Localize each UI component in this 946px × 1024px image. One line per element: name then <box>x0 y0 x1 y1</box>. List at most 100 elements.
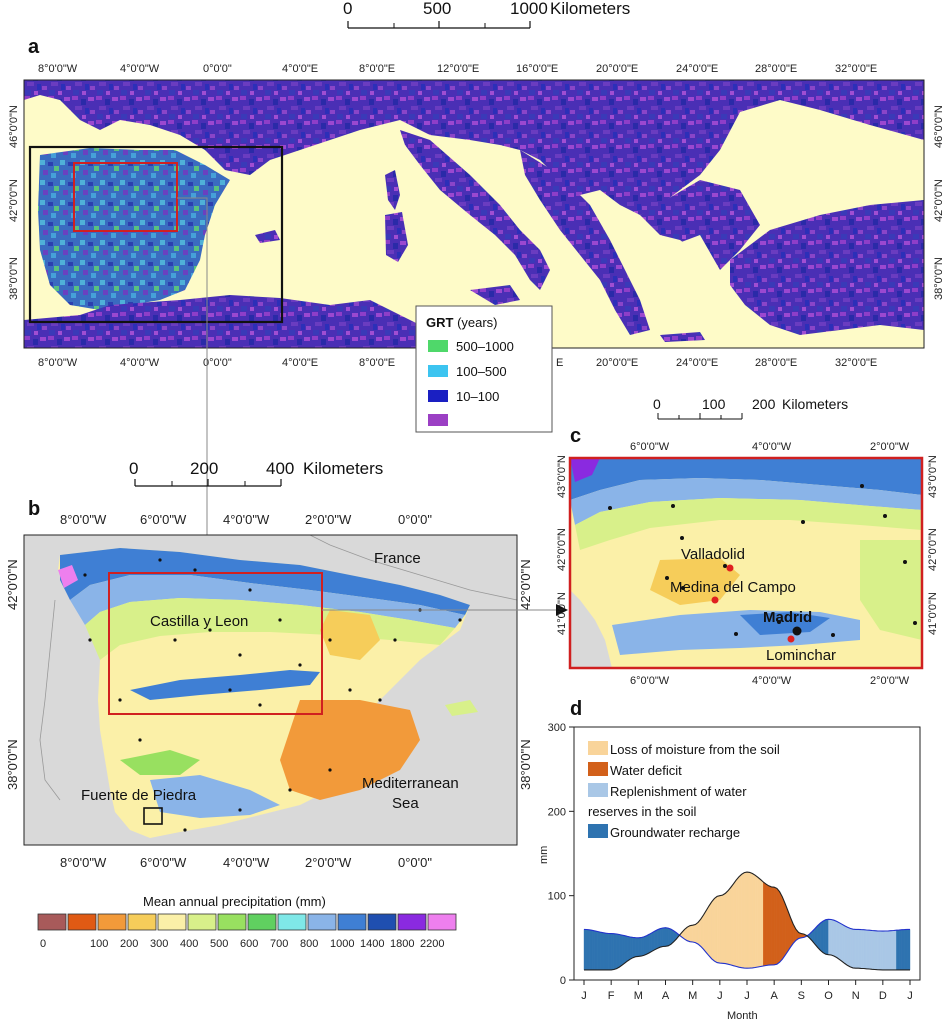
lat-label: 42°0'0"N <box>518 559 533 610</box>
lon-label: 28°0'0"E <box>755 63 797 75</box>
water-balance-area-slice <box>882 930 886 971</box>
panel-b-bottom-lon-labels: 8°0'0"W 6°0'0"W 4°0'0"W 2°0'0"W 0°0'0" <box>60 855 432 870</box>
lat-label: 46°0'0"N <box>8 105 20 148</box>
grt-label-10-100: 10–100 <box>456 389 499 404</box>
evapotranspiration-line <box>584 871 910 971</box>
france-border <box>309 535 517 601</box>
water-balance-area-slice <box>893 930 897 971</box>
water-balance-area-slice <box>744 871 748 969</box>
lat-label: 42°0'0"N <box>927 528 939 571</box>
legend-label-replenishment-1: Replenishment of water <box>610 784 747 799</box>
water-balance-area-slice <box>605 932 609 971</box>
label-fuente-de-piedra: Fuente de Piedra <box>81 787 197 804</box>
label-sea: Sea <box>392 795 419 812</box>
panel-a-bottom-lon-labels: 8°0'0"W 4°0'0"W 0°0'0" 4°0'0"E 8°0'0"E E… <box>38 357 877 369</box>
chart-ylabel: mm <box>538 846 550 864</box>
lat-label: 38°0'0"N <box>8 257 20 300</box>
panel-a-lat-labels-right: 46°0'0"N 42°0'0"N 38°0'0"N <box>933 105 945 300</box>
water-balance-area-slice <box>738 873 742 968</box>
x-tick-label: D <box>879 990 887 1002</box>
precip-break-label: 800 <box>300 938 318 950</box>
map-b-border <box>23 534 518 846</box>
c-central-system-2 <box>740 612 830 635</box>
water-balance-area-slice <box>879 930 884 971</box>
label-medina-del-campo: Medina del Campo <box>670 579 796 596</box>
lon-label: 8°0'0"W <box>38 63 78 75</box>
water-balance-area-slice <box>771 886 775 966</box>
lon-label: 2°0'0"W <box>305 855 352 870</box>
lat-label: 38°0'0"N <box>933 257 945 300</box>
lon-label: 4°0'0"W <box>223 855 270 870</box>
x-tick-label: M <box>634 990 643 1002</box>
water-balance-area-slice <box>888 930 892 971</box>
water-balance-area-slice <box>632 937 636 958</box>
water-balance-area-slice <box>820 920 824 954</box>
precip-swatch <box>277 913 307 931</box>
water-balance-area-slice <box>662 927 666 947</box>
precip-swatch <box>97 913 127 931</box>
precip-swatch <box>67 913 97 931</box>
legend-swatch-loss-of-moisture <box>588 741 608 755</box>
water-balance-area-slice <box>885 930 889 971</box>
lon-label: 0°0'0" <box>398 512 432 527</box>
scale-a-tick-0: 0 <box>343 0 352 18</box>
precip-swatches <box>37 913 457 931</box>
panel-c: c 0 100 200 Kilometers 6°0'0"W 4°0'0"W 2… <box>556 396 939 687</box>
lon-label: 12°0'0"E <box>437 63 479 75</box>
y-tick-label: 0 <box>560 975 566 987</box>
precip-break-label: 1000 <box>330 938 354 950</box>
label-madrid: Madrid <box>763 609 812 626</box>
panel-letter-c: c <box>570 425 581 447</box>
lat-label: 41°0'0"N <box>556 592 568 635</box>
water-balance-area-slice <box>654 929 658 951</box>
water-balance-area-slice <box>907 929 911 971</box>
c-east-green <box>860 540 922 640</box>
scale-c-tick-200: 200 <box>752 396 776 412</box>
precip-break-label: 700 <box>270 938 288 950</box>
precip-swatch <box>157 913 187 931</box>
water-balance-area-slice <box>866 929 870 970</box>
lon-label: 6°0'0"W <box>630 675 670 687</box>
water-balance-area-slice <box>638 937 642 957</box>
lon-label: 2°0'0"W <box>870 675 910 687</box>
lat-label: 42°0'0"N <box>8 179 20 222</box>
panel-letter-b: b <box>28 498 40 520</box>
lon-label: 20°0'0"E <box>596 357 638 369</box>
precip-break-label: 300 <box>150 938 168 950</box>
panel-letter-d: d <box>570 698 582 720</box>
lon-label: 8°0'0"W <box>60 512 107 527</box>
water-balance-area-slice <box>741 872 745 969</box>
label-france: France <box>374 550 421 567</box>
water-balance-area-slice <box>858 929 862 969</box>
water-balance-area-slice <box>776 887 780 965</box>
grt-swatch-lowest <box>428 414 448 426</box>
water-balance-area-slice <box>730 883 734 966</box>
balearic-islands <box>255 230 280 243</box>
central-system-band <box>130 670 320 700</box>
water-balance-area-slice <box>779 891 783 963</box>
x-tick-label: A <box>770 990 778 1002</box>
precip-swatch <box>427 913 457 931</box>
water-balance-area-slice <box>586 929 590 971</box>
x-tick-label: N <box>852 990 860 1002</box>
water-balance-area-slice <box>643 935 647 956</box>
panel-a: a 0 500 1000 Kilometers 8°0'0"W 4°0'0"W … <box>8 0 945 574</box>
water-balance-area-slice <box>733 879 737 967</box>
precip-break-label: 2200 <box>420 938 444 950</box>
c-green-belt <box>575 498 922 550</box>
water-balance-area-slice <box>874 930 878 970</box>
valladolid-marker <box>726 564 734 572</box>
madrid-marker <box>792 626 802 636</box>
lon-label: 4°0'0"E <box>282 357 318 369</box>
x-tick-label: J <box>581 990 587 1002</box>
grt-legend-title: GRT (years) <box>426 315 498 330</box>
lon-label: E <box>556 357 563 369</box>
lon-label: 0°0'0" <box>203 63 232 75</box>
water-balance-area-slice <box>697 918 702 947</box>
precip-swatch <box>397 913 427 931</box>
panel-a-lat-labels-left: 46°0'0"N 42°0'0"N 38°0'0"N <box>8 105 20 300</box>
balkans-east-landmass <box>640 180 760 270</box>
precip-break-label: 500 <box>210 938 228 950</box>
water-balance-area-slice <box>627 936 631 962</box>
